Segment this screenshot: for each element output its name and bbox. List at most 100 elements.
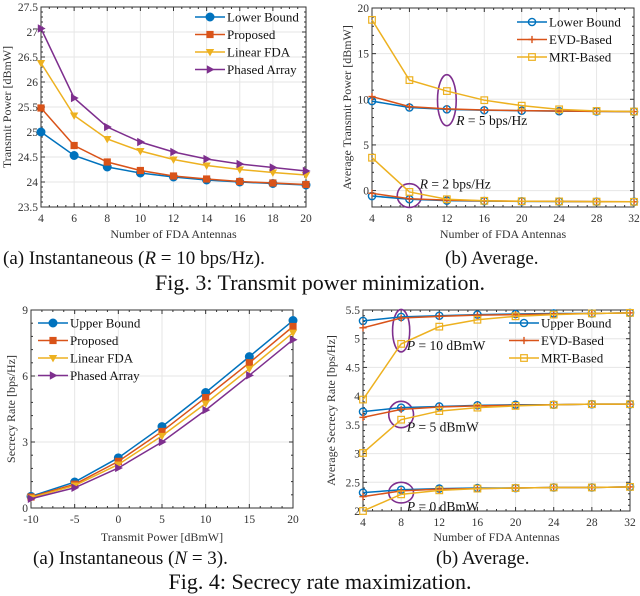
data-point xyxy=(71,483,80,492)
annotation: P = 0 dBmW xyxy=(406,499,479,514)
y-tick-label: 27 xyxy=(27,27,39,39)
data-point xyxy=(170,147,179,157)
annotation-text: = 5 dBmW xyxy=(415,420,479,435)
legend-label: EVD-Based xyxy=(549,32,612,47)
y-tick-label: 27.5 xyxy=(18,2,38,14)
series-mrt-based xyxy=(368,153,638,206)
data-point xyxy=(302,180,310,189)
legend-label: Lower Bound xyxy=(227,10,299,25)
data-point xyxy=(70,141,78,150)
x-tick-label: 18 xyxy=(267,213,279,225)
y-tick-label: 2.5 xyxy=(346,477,361,489)
legend-item: Upper Bound xyxy=(38,316,141,331)
data-point xyxy=(592,197,601,206)
legend-marker xyxy=(205,12,215,22)
annotation-var: P xyxy=(406,338,415,353)
x-tick-label: 28 xyxy=(586,517,598,529)
data-point xyxy=(169,156,178,164)
y-tick-label: 3.5 xyxy=(346,420,361,432)
x-tick-label: 32 xyxy=(624,517,636,529)
data-point xyxy=(517,197,526,206)
legend-marker xyxy=(527,17,537,27)
x-tick-label: 28 xyxy=(591,213,603,225)
legend-label: EVD-Based xyxy=(541,333,604,348)
data-point xyxy=(201,400,210,408)
x-tick-label: 4 xyxy=(369,213,375,225)
data-point xyxy=(69,151,79,160)
legend-marker xyxy=(206,30,214,39)
data-point xyxy=(626,482,634,491)
data-point xyxy=(302,166,311,176)
highlight-ellipse xyxy=(436,73,458,127)
y-tick-label: 23.5 xyxy=(18,202,38,214)
highlight-ellipse xyxy=(387,400,415,429)
data-point xyxy=(245,365,254,374)
y-axis-label: Secrecy Rate [bps/Hz] xyxy=(4,355,18,463)
y-tick-label: 26 xyxy=(27,77,39,89)
series-mrt-based xyxy=(368,15,638,116)
data-point xyxy=(405,102,414,111)
annotation: R = 2 bps/Hz xyxy=(419,177,491,192)
legend: Upper Bound EVD-Based MRT-Based xyxy=(509,316,612,366)
x-tick-label: 32 xyxy=(628,213,640,225)
y-tick-label: 25 xyxy=(27,127,39,139)
y-tick-label: 0 xyxy=(363,186,369,198)
data-point xyxy=(443,105,451,113)
legend-marker xyxy=(49,371,58,380)
data-point xyxy=(70,93,79,103)
annotation-text: = 10 dBmW xyxy=(415,338,485,353)
data-point xyxy=(397,314,405,322)
subcaption-fig4a: (a) Instantaneous (N = 3). xyxy=(33,548,228,569)
x-tick-label: 8 xyxy=(104,213,110,225)
legend-label: MRT-Based xyxy=(541,351,604,366)
x-tick-label: 12 xyxy=(441,213,453,225)
annotation-var: R xyxy=(455,113,465,128)
data-point xyxy=(397,490,406,499)
data-point xyxy=(480,96,489,105)
legend-marker xyxy=(205,49,215,57)
data-point xyxy=(202,162,211,170)
legend: Lower Bound EVD-Based MRT-Based xyxy=(517,15,621,65)
annotation-text: = 2 bps/Hz xyxy=(428,177,491,192)
data-point xyxy=(480,196,489,205)
data-point xyxy=(480,106,488,114)
legend-label: Lower Bound xyxy=(549,15,621,30)
data-point xyxy=(473,315,482,324)
data-point xyxy=(405,76,414,85)
data-point xyxy=(630,197,638,206)
legend-item: EVD-Based xyxy=(517,32,612,47)
y-axis-label: Average Secrecy Rate [bps/Hz] xyxy=(324,335,338,486)
y-tick-label: 26.5 xyxy=(18,52,38,64)
chart-fig3a: 4 6 8 10 12 14 16 18 20 23.5 24 24.5 25 25.5 26 26.5 27 2… xyxy=(0,2,312,241)
data-point xyxy=(368,15,376,24)
data-point xyxy=(235,166,244,174)
data-point xyxy=(359,413,367,421)
data-point xyxy=(630,107,638,116)
series-line xyxy=(362,312,631,401)
data-point xyxy=(359,507,367,515)
data-point xyxy=(549,483,558,492)
x-tick-label: 12 xyxy=(434,517,446,529)
x-tick-label: 20 xyxy=(510,517,522,529)
data-point xyxy=(442,87,451,95)
data-point xyxy=(511,484,520,492)
x-tick-label: -5 xyxy=(70,514,80,526)
x-tick-label: 20 xyxy=(300,213,312,225)
legend-marker xyxy=(206,65,215,74)
legend-item: Proposed xyxy=(38,333,119,348)
series-line xyxy=(362,403,630,454)
data-point xyxy=(397,415,406,424)
subcaption-fig3b: (b) Average. xyxy=(445,248,539,269)
chart-fig3b: 4 8 12 16 20 24 28 32 0 5 10 15 20 Number of FDA Ante… xyxy=(340,3,640,241)
data-point xyxy=(368,189,376,197)
x-tick-label: 20 xyxy=(287,514,299,526)
y-tick-label: 2 xyxy=(354,506,360,518)
series-phased-array xyxy=(27,335,298,503)
x-axis-label: Number of FDA Antennas xyxy=(440,227,567,241)
x-tick-label: 12 xyxy=(168,213,180,225)
series-line xyxy=(371,19,635,113)
annotation: R = 5 bps/Hz xyxy=(455,113,527,128)
y-tick-label: 15 xyxy=(358,49,370,61)
legend-label: Proposed xyxy=(227,27,276,42)
data-point xyxy=(405,195,414,203)
